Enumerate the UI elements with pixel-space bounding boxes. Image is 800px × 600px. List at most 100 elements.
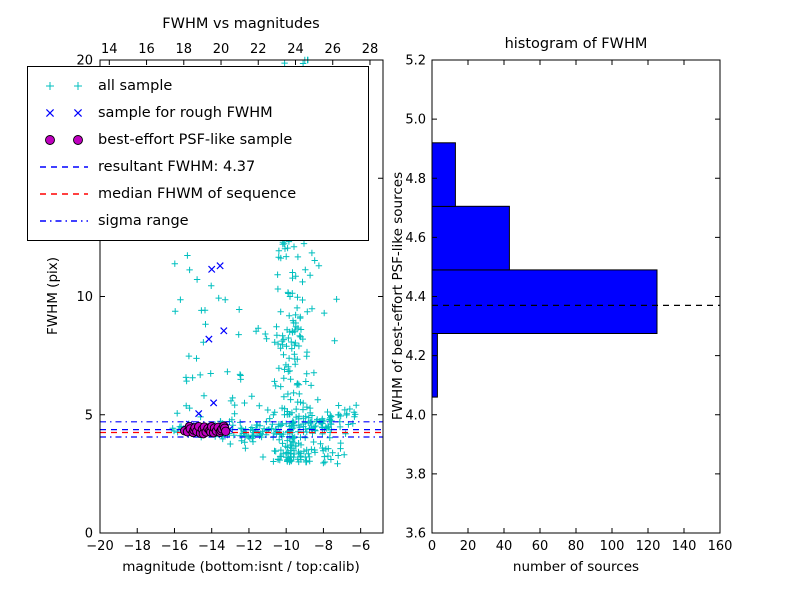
all-sample-point [172,308,179,315]
hist-bar [431,142,456,207]
legend-item-5: sigma range [38,209,358,232]
all-sample-point [295,342,303,350]
legend-label: sample for rough FWHM [98,104,273,121]
histogram-ticks: 0 20 40 60 80 100 120 140 160 3.6 3.8 4.0 4.2 4.4 4.6 4… [405,54,732,555]
histogram-ylabel: FWHM of best-effort PSF-like sources [390,172,406,420]
all-sample-point [283,326,291,333]
rough-sample-point [220,327,228,335]
all-sample-point [273,332,281,339]
all-sample-point [248,393,255,400]
all-sample-point [321,309,328,317]
all-sample-point [285,334,292,342]
all-sample-point [236,306,243,313]
x-tick-label: 120 [636,539,661,554]
all-sample-point [277,345,284,352]
all-sample-point [266,415,273,422]
all-sample-point [302,378,309,385]
all-sample-point [237,424,245,432]
y-tick-label: 5.0 [405,113,426,128]
all-sample-point [197,371,204,379]
all-sample-point [274,285,282,293]
x-top-tick-label: 18 [176,42,193,57]
all-sample-point [283,253,290,260]
all-sample-point [311,446,318,454]
y-tick-label: 0 [85,527,93,542]
y-tick-label: 3.6 [405,527,426,542]
all-sample-point [275,365,283,372]
all-sample-point [314,396,321,403]
x-tick-label: 80 [568,539,585,554]
all-sample-point [249,435,256,442]
all-sample-point [193,276,201,283]
legend-x-glyph [45,108,55,117]
all-sample-point [331,337,338,344]
all-sample-point [177,296,184,303]
all-sample-point [300,448,308,455]
all-sample-point [341,451,348,458]
all-sample-point [284,390,292,398]
all-sample-point [271,339,278,346]
y-tick-label: 5.2 [405,54,426,69]
x-top-tick-label: 22 [250,42,267,57]
all-sample-point [292,319,299,327]
all-sample-point [320,459,327,467]
all-sample-point [300,399,307,407]
all-sample-point [284,449,292,456]
all-sample-point [256,422,264,429]
histogram-marks [431,142,720,398]
all-sample-point [317,440,324,447]
all-sample-point [292,442,299,450]
all-sample-point [327,456,335,463]
all-sample-point [321,458,329,466]
all-sample-point [280,375,287,382]
scatter-ticks: −20 −18 −16 −14 −12 −10 −8 −6 14 16 18 20 22 24 26 28 0 5… [76,42,383,554]
x-top-tick-label: 16 [138,42,155,57]
all-sample-point [279,440,286,447]
all-sample-point [263,335,270,342]
all-sample-point [253,421,260,429]
all-sample-point [169,425,176,432]
all-sample-point [319,444,326,452]
psf-sample-point [221,426,231,436]
y-tick-label: 4.4 [405,290,426,305]
all-sample-point [334,460,341,467]
all-sample-point [328,413,335,420]
x-top-tick-label: 28 [362,42,379,57]
all-sample-point [297,456,305,463]
x-tick-label: 40 [496,539,513,554]
all-sample-point [193,355,200,362]
all-sample-point [296,390,303,398]
all-sample-point [303,353,310,360]
all-sample-point [287,396,294,403]
all-sample-point [343,411,350,419]
y-tick-label: 4.2 [405,349,426,364]
all-sample-point [300,240,308,247]
all-sample-point [303,370,310,377]
all-sample-point [281,245,289,252]
legend-label: resultant FWHM: 4.37 [98,158,256,175]
y-tick-label: 5 [85,408,93,423]
all-sample-point [186,404,193,412]
all-sample-point [249,438,257,445]
x-tick-label: 160 [708,539,733,554]
legend-item-2: best-effort PSF-like sample [38,128,358,151]
all-sample-point [259,453,267,461]
all-sample-point [262,330,269,338]
all-sample-point [285,355,293,362]
all-sample-point [324,452,332,460]
x-tick-label: −14 [198,539,225,554]
legend: all sample sample for rough FWHM best-effo… [27,66,369,241]
all-sample-point [215,294,222,302]
all-sample-point [207,370,214,377]
legend-label: best-effort PSF-like sample [98,131,293,148]
all-sample-point [171,260,178,267]
all-sample-point [280,351,287,358]
all-sample-point [306,453,313,461]
all-sample-point [291,341,298,349]
legend-item-3: resultant FWHM: 4.37 [38,155,358,178]
all-sample-point [290,435,297,442]
x-tick-label: 0 [428,539,436,554]
all-sample-point [174,410,181,417]
all-sample-point [185,352,193,360]
all-sample-point [310,438,317,446]
